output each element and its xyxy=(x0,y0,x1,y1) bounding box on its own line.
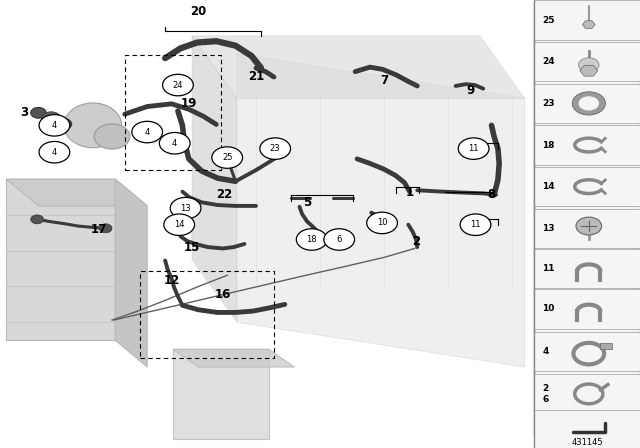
Circle shape xyxy=(31,108,46,118)
Text: 2
6: 2 6 xyxy=(542,384,548,404)
Text: 4: 4 xyxy=(52,148,57,157)
FancyBboxPatch shape xyxy=(534,249,640,288)
Text: 11: 11 xyxy=(470,220,481,229)
Polygon shape xyxy=(192,36,525,99)
Circle shape xyxy=(579,96,599,111)
Circle shape xyxy=(39,115,70,136)
Text: 10: 10 xyxy=(542,304,554,313)
Text: 19: 19 xyxy=(180,97,197,110)
Circle shape xyxy=(94,124,130,149)
Text: 4: 4 xyxy=(145,128,150,137)
Text: 25: 25 xyxy=(222,153,232,162)
FancyBboxPatch shape xyxy=(534,0,640,40)
Text: 24: 24 xyxy=(542,57,555,66)
FancyBboxPatch shape xyxy=(534,42,640,82)
Text: 12: 12 xyxy=(163,274,180,287)
Polygon shape xyxy=(115,179,147,367)
Polygon shape xyxy=(573,423,605,432)
Text: 3: 3 xyxy=(20,106,28,119)
Polygon shape xyxy=(6,179,115,340)
Text: 24: 24 xyxy=(173,81,183,90)
Polygon shape xyxy=(237,54,525,367)
Circle shape xyxy=(324,229,355,250)
Text: 17: 17 xyxy=(91,223,108,236)
Circle shape xyxy=(212,147,243,168)
FancyBboxPatch shape xyxy=(534,374,640,414)
Text: 5: 5 xyxy=(303,196,311,209)
Circle shape xyxy=(576,217,602,235)
Text: 14: 14 xyxy=(174,220,184,229)
Text: 4: 4 xyxy=(52,121,57,130)
Text: 6: 6 xyxy=(337,235,342,244)
Circle shape xyxy=(260,138,291,159)
Polygon shape xyxy=(192,36,237,322)
FancyBboxPatch shape xyxy=(534,167,640,207)
Text: 21: 21 xyxy=(248,69,264,82)
Text: 2: 2 xyxy=(412,235,420,248)
Text: 23: 23 xyxy=(542,99,555,108)
FancyBboxPatch shape xyxy=(534,84,640,123)
Text: 4: 4 xyxy=(542,347,548,356)
Circle shape xyxy=(579,58,599,72)
Text: 11: 11 xyxy=(542,264,555,273)
Text: 1: 1 xyxy=(406,186,413,199)
Text: 16: 16 xyxy=(214,288,231,301)
Circle shape xyxy=(132,121,163,143)
Text: 23: 23 xyxy=(270,144,280,153)
Text: 431145: 431145 xyxy=(572,438,603,447)
Text: 20: 20 xyxy=(190,4,207,17)
Circle shape xyxy=(163,74,193,96)
FancyBboxPatch shape xyxy=(534,2,640,436)
Circle shape xyxy=(31,215,44,224)
Text: 11: 11 xyxy=(468,144,479,153)
Circle shape xyxy=(164,214,195,236)
Circle shape xyxy=(42,112,61,125)
Text: 14: 14 xyxy=(542,182,555,191)
Circle shape xyxy=(170,198,201,219)
Text: 25: 25 xyxy=(542,16,555,25)
Text: 8: 8 xyxy=(488,188,495,201)
Text: 10: 10 xyxy=(377,219,387,228)
Polygon shape xyxy=(173,349,294,367)
FancyBboxPatch shape xyxy=(534,289,640,328)
Circle shape xyxy=(99,224,112,233)
FancyBboxPatch shape xyxy=(534,410,640,448)
Circle shape xyxy=(159,133,190,154)
FancyBboxPatch shape xyxy=(534,332,640,371)
Circle shape xyxy=(296,229,327,250)
Text: 22: 22 xyxy=(216,188,232,201)
Text: 7: 7 xyxy=(380,74,388,87)
Text: 13: 13 xyxy=(180,204,191,213)
Text: 18: 18 xyxy=(307,235,317,244)
Text: 15: 15 xyxy=(184,241,200,254)
Circle shape xyxy=(56,119,72,129)
Circle shape xyxy=(458,138,489,159)
Ellipse shape xyxy=(64,103,122,148)
Polygon shape xyxy=(173,349,269,439)
Circle shape xyxy=(460,214,491,236)
Circle shape xyxy=(39,142,70,163)
Text: 9: 9 xyxy=(467,84,474,97)
FancyBboxPatch shape xyxy=(600,343,612,349)
Text: 13: 13 xyxy=(542,224,555,233)
FancyBboxPatch shape xyxy=(534,209,640,248)
Text: 18: 18 xyxy=(542,141,555,150)
Polygon shape xyxy=(6,179,147,206)
Circle shape xyxy=(572,92,605,115)
FancyBboxPatch shape xyxy=(534,125,640,165)
Circle shape xyxy=(367,212,397,234)
Text: 4: 4 xyxy=(172,139,177,148)
